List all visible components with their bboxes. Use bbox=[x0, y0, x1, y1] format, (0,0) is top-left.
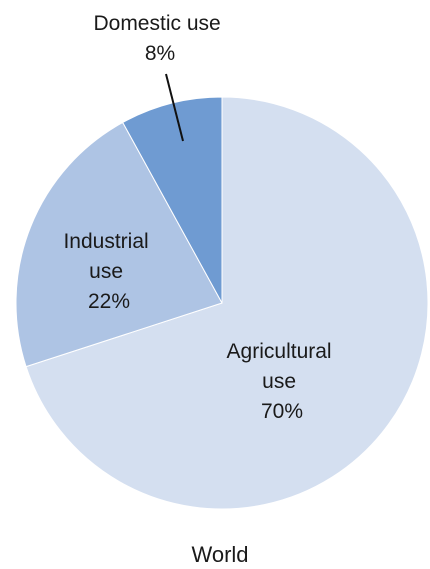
chart-caption: World bbox=[191, 542, 248, 567]
pie-slice-domestic-use bbox=[122, 96, 223, 304]
domestic-leader-line bbox=[165, 73, 184, 142]
industrial-label-line1: Industrial bbox=[63, 230, 148, 253]
agricultural-label-line3: 70% bbox=[261, 400, 303, 423]
slice-label-domestic: Domestic use 8% bbox=[93, 12, 226, 65]
agricultural-label-line2: use bbox=[262, 370, 296, 393]
pie-slice-agricultural-use bbox=[25, 96, 429, 510]
agricultural-label-line1: Agricultural bbox=[227, 340, 332, 363]
slice-label-industrial: Industrial use 22% bbox=[63, 230, 154, 313]
slice-label-agricultural: Agricultural use 70% bbox=[227, 340, 338, 423]
domestic-label-line2: 8% bbox=[145, 42, 175, 65]
pie-slice-industrial-use bbox=[15, 121, 223, 368]
industrial-label-line2: use bbox=[89, 260, 123, 283]
industrial-label-line3: 22% bbox=[88, 290, 130, 313]
domestic-label-line1: Domestic use bbox=[93, 12, 220, 35]
pie-slices bbox=[15, 96, 429, 510]
